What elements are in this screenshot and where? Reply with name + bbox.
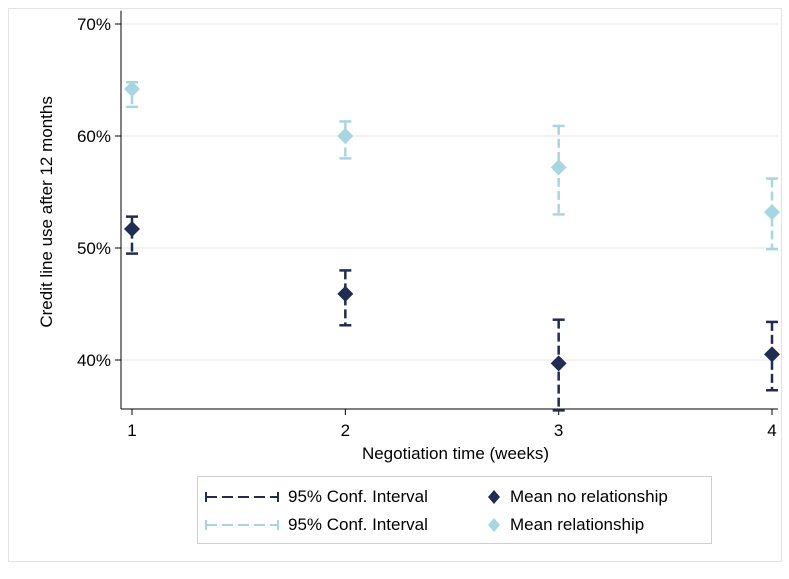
mean-marker	[124, 220, 140, 237]
series-relationship	[124, 80, 780, 251]
legend-label-ci-relationship: 95% Conf. Interval	[288, 515, 428, 534]
mean-marker	[337, 128, 354, 144]
x-tick-label: 4	[767, 421, 776, 440]
legend-item-ci-no-relationship: 95% Conf. Interval	[204, 486, 428, 508]
legend-ci-light-swatch	[205, 520, 279, 530]
legend-item-mean-no-relationship: Mean no relationship	[486, 486, 668, 508]
mean-marker	[764, 346, 780, 363]
legend-label-mean-no-relationship: Mean no relationship	[510, 487, 668, 506]
x-tick-label: 2	[341, 421, 350, 440]
legend-item-mean-relationship: Mean relationship	[486, 514, 644, 536]
legend-ci-dark-swatch	[205, 492, 279, 502]
x-tick-label: 3	[554, 421, 563, 440]
mean-marker	[550, 355, 567, 372]
series-no-relationship	[124, 215, 780, 412]
legend: 95% Conf. Interval Mean no relationship …	[197, 476, 712, 544]
y-tick-label: 60%	[77, 127, 111, 146]
mean-marker	[124, 80, 140, 97]
x-tick-label: 1	[127, 421, 136, 440]
mean-marker	[337, 285, 354, 302]
legend-label-mean-relationship: Mean relationship	[510, 515, 645, 534]
y-axis-label: Credit line use after 12 months	[37, 96, 56, 328]
x-axis-label: Negotiation time (weeks)	[362, 444, 549, 463]
mean-marker	[764, 204, 780, 221]
chart-svg: 40% 50% 60% 70% 1 2 3 4 Negotiation time (week…	[37, 10, 780, 463]
gridlines	[121, 23, 778, 361]
legend-label-ci-no-relationship: 95% Conf. Interval	[288, 487, 428, 506]
mean-marker	[550, 159, 567, 176]
series-layer	[124, 80, 780, 412]
y-axis-ticks: 40% 50% 60% 70%	[77, 15, 121, 370]
y-tick-label: 40%	[77, 351, 111, 370]
y-tick-label: 70%	[77, 15, 111, 34]
x-axis-ticks: 1 2 3 4	[127, 409, 777, 440]
plot-panel	[8, 8, 782, 562]
y-tick-label: 50%	[77, 239, 111, 258]
legend-diamond-light-icon	[488, 518, 500, 532]
legend-item-ci-relationship: 95% Conf. Interval	[204, 514, 428, 536]
legend-diamond-dark-icon	[488, 490, 500, 504]
